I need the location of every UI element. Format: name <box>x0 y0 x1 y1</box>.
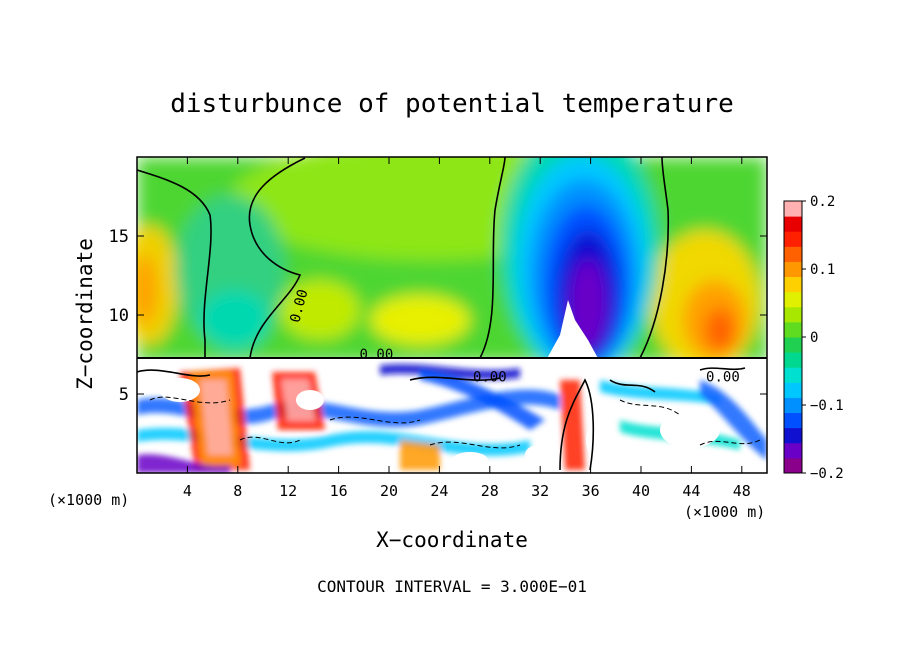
contour-line <box>559 378 595 471</box>
colorbar-swatch <box>784 276 802 293</box>
field-patch <box>280 280 360 340</box>
colorbar-swatch <box>784 201 802 217</box>
colorbar-swatch <box>784 246 802 262</box>
x-tick-label: 40 <box>632 482 650 500</box>
colorbar-swatch <box>784 397 802 414</box>
turbulent-band <box>420 370 545 430</box>
contour-line <box>137 369 211 377</box>
field-patch <box>137 255 157 325</box>
y-axis: 5 10 15 <box>109 227 767 405</box>
x-tick-label: 20 <box>380 482 398 500</box>
turbulent-band <box>600 380 720 405</box>
y-tick-label: 15 <box>109 227 129 247</box>
x-tick-label: 12 <box>279 482 297 500</box>
turbulent-layer <box>137 357 767 473</box>
y-tick-label: 10 <box>109 306 129 326</box>
x-tick-label: 8 <box>233 482 242 500</box>
x-tick-label: 28 <box>481 482 499 500</box>
field-patch <box>705 308 735 352</box>
colorbar-tick-label: −0.2 <box>810 466 844 482</box>
contour-lines <box>137 157 761 471</box>
calm-region <box>372 456 388 468</box>
contour-label: 0.00 <box>706 369 740 385</box>
contour-line <box>137 169 212 358</box>
colorbar-swatch <box>784 352 802 368</box>
negative-contour <box>619 399 681 416</box>
colorbar-tick-label: 0.1 <box>810 262 835 278</box>
turbulent-band <box>400 440 440 470</box>
contour-line <box>409 376 501 381</box>
x-tick-label: 48 <box>733 482 751 500</box>
x-tick-label: 32 <box>531 482 549 500</box>
colorbar-swatch <box>784 367 802 383</box>
colorbar-swatch <box>784 457 802 474</box>
contour-line <box>639 157 670 359</box>
calm-region <box>525 446 545 464</box>
colorbar-swatch <box>784 337 802 353</box>
colorbar-tick-label: 0.2 <box>810 194 835 210</box>
turbulent-band <box>380 363 520 380</box>
colorbar-swatch <box>784 231 802 247</box>
contour-line <box>609 379 656 393</box>
x-tick-label: 36 <box>582 482 600 500</box>
negative-contour <box>149 396 231 404</box>
colorbar-swatch <box>784 321 802 338</box>
chart-title: disturbunce of potential temperature <box>170 89 734 119</box>
calm-region <box>586 420 614 460</box>
turbulent-band <box>560 380 585 470</box>
colorbar-swatch <box>784 291 802 308</box>
x-unit-left: (×1000 m) <box>48 491 129 509</box>
x-tick-label: 16 <box>330 482 348 500</box>
colorbar-swatch <box>784 306 802 323</box>
colorbar-swatch <box>784 261 802 278</box>
x-tick-label: 44 <box>682 482 700 500</box>
x-axis: 4 8 12 16 20 24 28 32 36 40 44 48 <box>183 157 751 500</box>
x-unit-right: (×1000 m) <box>684 503 765 521</box>
colorbar-swatch <box>784 412 802 429</box>
x-tick-label: 24 <box>430 482 448 500</box>
x-tick-label: 4 <box>183 482 192 500</box>
calm-region <box>452 452 488 468</box>
negative-contour <box>329 416 421 424</box>
temperature-field <box>137 157 767 473</box>
contour-label: 0.00 <box>360 347 394 363</box>
colorbar-tick-label: −0.1 <box>810 398 844 414</box>
contour-line <box>248 157 306 359</box>
turbulent-band <box>700 380 767 460</box>
white-plume <box>545 300 600 362</box>
colorbar-swatch <box>784 442 802 459</box>
turbulent-band <box>137 454 230 473</box>
x-axis-label: X−coordinate <box>376 528 528 552</box>
field-patch <box>200 290 270 350</box>
colorbar: 0.2 0.1 0 −0.1 −0.2 <box>783 194 844 482</box>
colorbar-tick-label: 0 <box>810 330 818 346</box>
calm-region <box>660 412 720 448</box>
contour-interval-note: CONTOUR INTERVAL = 3.000E−01 <box>317 577 587 596</box>
negative-contour <box>429 441 521 449</box>
turbulent-band <box>200 380 232 455</box>
contour-label: 0.00 <box>473 369 507 385</box>
contour-line <box>479 157 506 359</box>
calm-region <box>160 378 200 402</box>
field-patch <box>370 295 470 345</box>
y-tick-label: 5 <box>119 385 129 405</box>
colorbar-swatch <box>784 216 802 232</box>
colorbar-swatch <box>784 427 802 444</box>
plot-area <box>137 157 767 473</box>
contour-line <box>699 367 746 371</box>
calm-region <box>296 390 324 410</box>
y-axis-label: Z−coordinate <box>73 238 97 390</box>
colorbar-swatch <box>784 382 802 398</box>
